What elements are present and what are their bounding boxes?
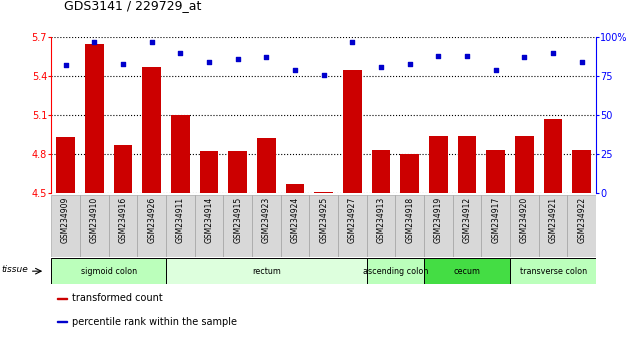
Text: GSM234926: GSM234926: [147, 196, 156, 243]
Text: percentile rank within the sample: percentile rank within the sample: [72, 316, 237, 327]
Point: [404, 61, 415, 67]
Text: GSM234910: GSM234910: [90, 196, 99, 243]
Text: rectum: rectum: [252, 267, 281, 276]
Point: [519, 55, 529, 60]
Bar: [515, 136, 534, 193]
Text: GSM234918: GSM234918: [405, 196, 414, 243]
Bar: [228, 152, 247, 193]
Bar: [51, 195, 80, 257]
Text: GSM234922: GSM234922: [578, 196, 587, 243]
Bar: [57, 298, 67, 299]
Bar: [57, 321, 67, 322]
Text: GSM234916: GSM234916: [119, 196, 128, 243]
Bar: [544, 119, 562, 193]
Point: [490, 67, 501, 73]
Point: [548, 50, 558, 56]
Point: [262, 55, 272, 60]
Text: GSM234915: GSM234915: [233, 196, 242, 243]
Point: [175, 50, 185, 56]
Bar: [401, 154, 419, 193]
Text: GSM234912: GSM234912: [463, 196, 472, 243]
Text: transformed count: transformed count: [72, 293, 163, 303]
Bar: [166, 195, 195, 257]
Bar: [137, 195, 166, 257]
Bar: [510, 195, 539, 257]
Bar: [372, 150, 390, 193]
Bar: [310, 195, 338, 257]
Text: GSM234909: GSM234909: [61, 196, 70, 243]
Bar: [314, 192, 333, 193]
Text: GSM234919: GSM234919: [434, 196, 443, 243]
Bar: [51, 258, 166, 284]
Text: GSM234913: GSM234913: [376, 196, 385, 243]
Point: [60, 62, 71, 68]
Point: [204, 59, 214, 65]
Bar: [171, 115, 190, 193]
Point: [118, 61, 128, 67]
Point: [233, 56, 243, 62]
Text: GSM234917: GSM234917: [491, 196, 500, 243]
Bar: [223, 195, 252, 257]
Bar: [257, 138, 276, 193]
Bar: [195, 195, 223, 257]
Bar: [367, 258, 424, 284]
Text: GSM234920: GSM234920: [520, 196, 529, 243]
Text: sigmoid colon: sigmoid colon: [81, 267, 137, 276]
Point: [376, 64, 386, 70]
Bar: [281, 195, 310, 257]
Text: transverse colon: transverse colon: [520, 267, 587, 276]
Bar: [113, 145, 132, 193]
Point: [577, 59, 587, 65]
Bar: [424, 195, 453, 257]
Bar: [487, 150, 505, 193]
Bar: [510, 258, 596, 284]
Bar: [395, 195, 424, 257]
Bar: [166, 258, 367, 284]
Bar: [56, 137, 75, 193]
Bar: [252, 195, 281, 257]
Text: GSM234923: GSM234923: [262, 196, 271, 243]
Text: GSM234914: GSM234914: [204, 196, 213, 243]
Bar: [453, 195, 481, 257]
Bar: [338, 195, 367, 257]
Text: ascending colon: ascending colon: [363, 267, 428, 276]
Text: tissue: tissue: [1, 266, 28, 274]
Text: GSM234924: GSM234924: [290, 196, 299, 243]
Text: GSM234925: GSM234925: [319, 196, 328, 243]
Bar: [481, 195, 510, 257]
Text: GDS3141 / 229729_at: GDS3141 / 229729_at: [64, 0, 201, 12]
Bar: [286, 184, 304, 193]
Point: [290, 67, 300, 73]
Point: [462, 53, 472, 59]
Text: GSM234911: GSM234911: [176, 196, 185, 243]
Bar: [458, 136, 476, 193]
Point: [319, 72, 329, 78]
Text: cecum: cecum: [454, 267, 481, 276]
Bar: [200, 152, 219, 193]
Bar: [80, 195, 108, 257]
Point: [347, 39, 358, 45]
Bar: [343, 70, 362, 193]
Bar: [572, 150, 591, 193]
Bar: [85, 44, 104, 193]
Text: GSM234927: GSM234927: [348, 196, 357, 243]
Bar: [424, 258, 510, 284]
Bar: [429, 136, 447, 193]
Point: [147, 39, 157, 45]
Bar: [367, 195, 395, 257]
Bar: [108, 195, 137, 257]
Bar: [567, 195, 596, 257]
Bar: [539, 195, 567, 257]
Text: GSM234921: GSM234921: [549, 196, 558, 243]
Point: [89, 39, 99, 45]
Bar: [142, 67, 161, 193]
Point: [433, 53, 444, 59]
